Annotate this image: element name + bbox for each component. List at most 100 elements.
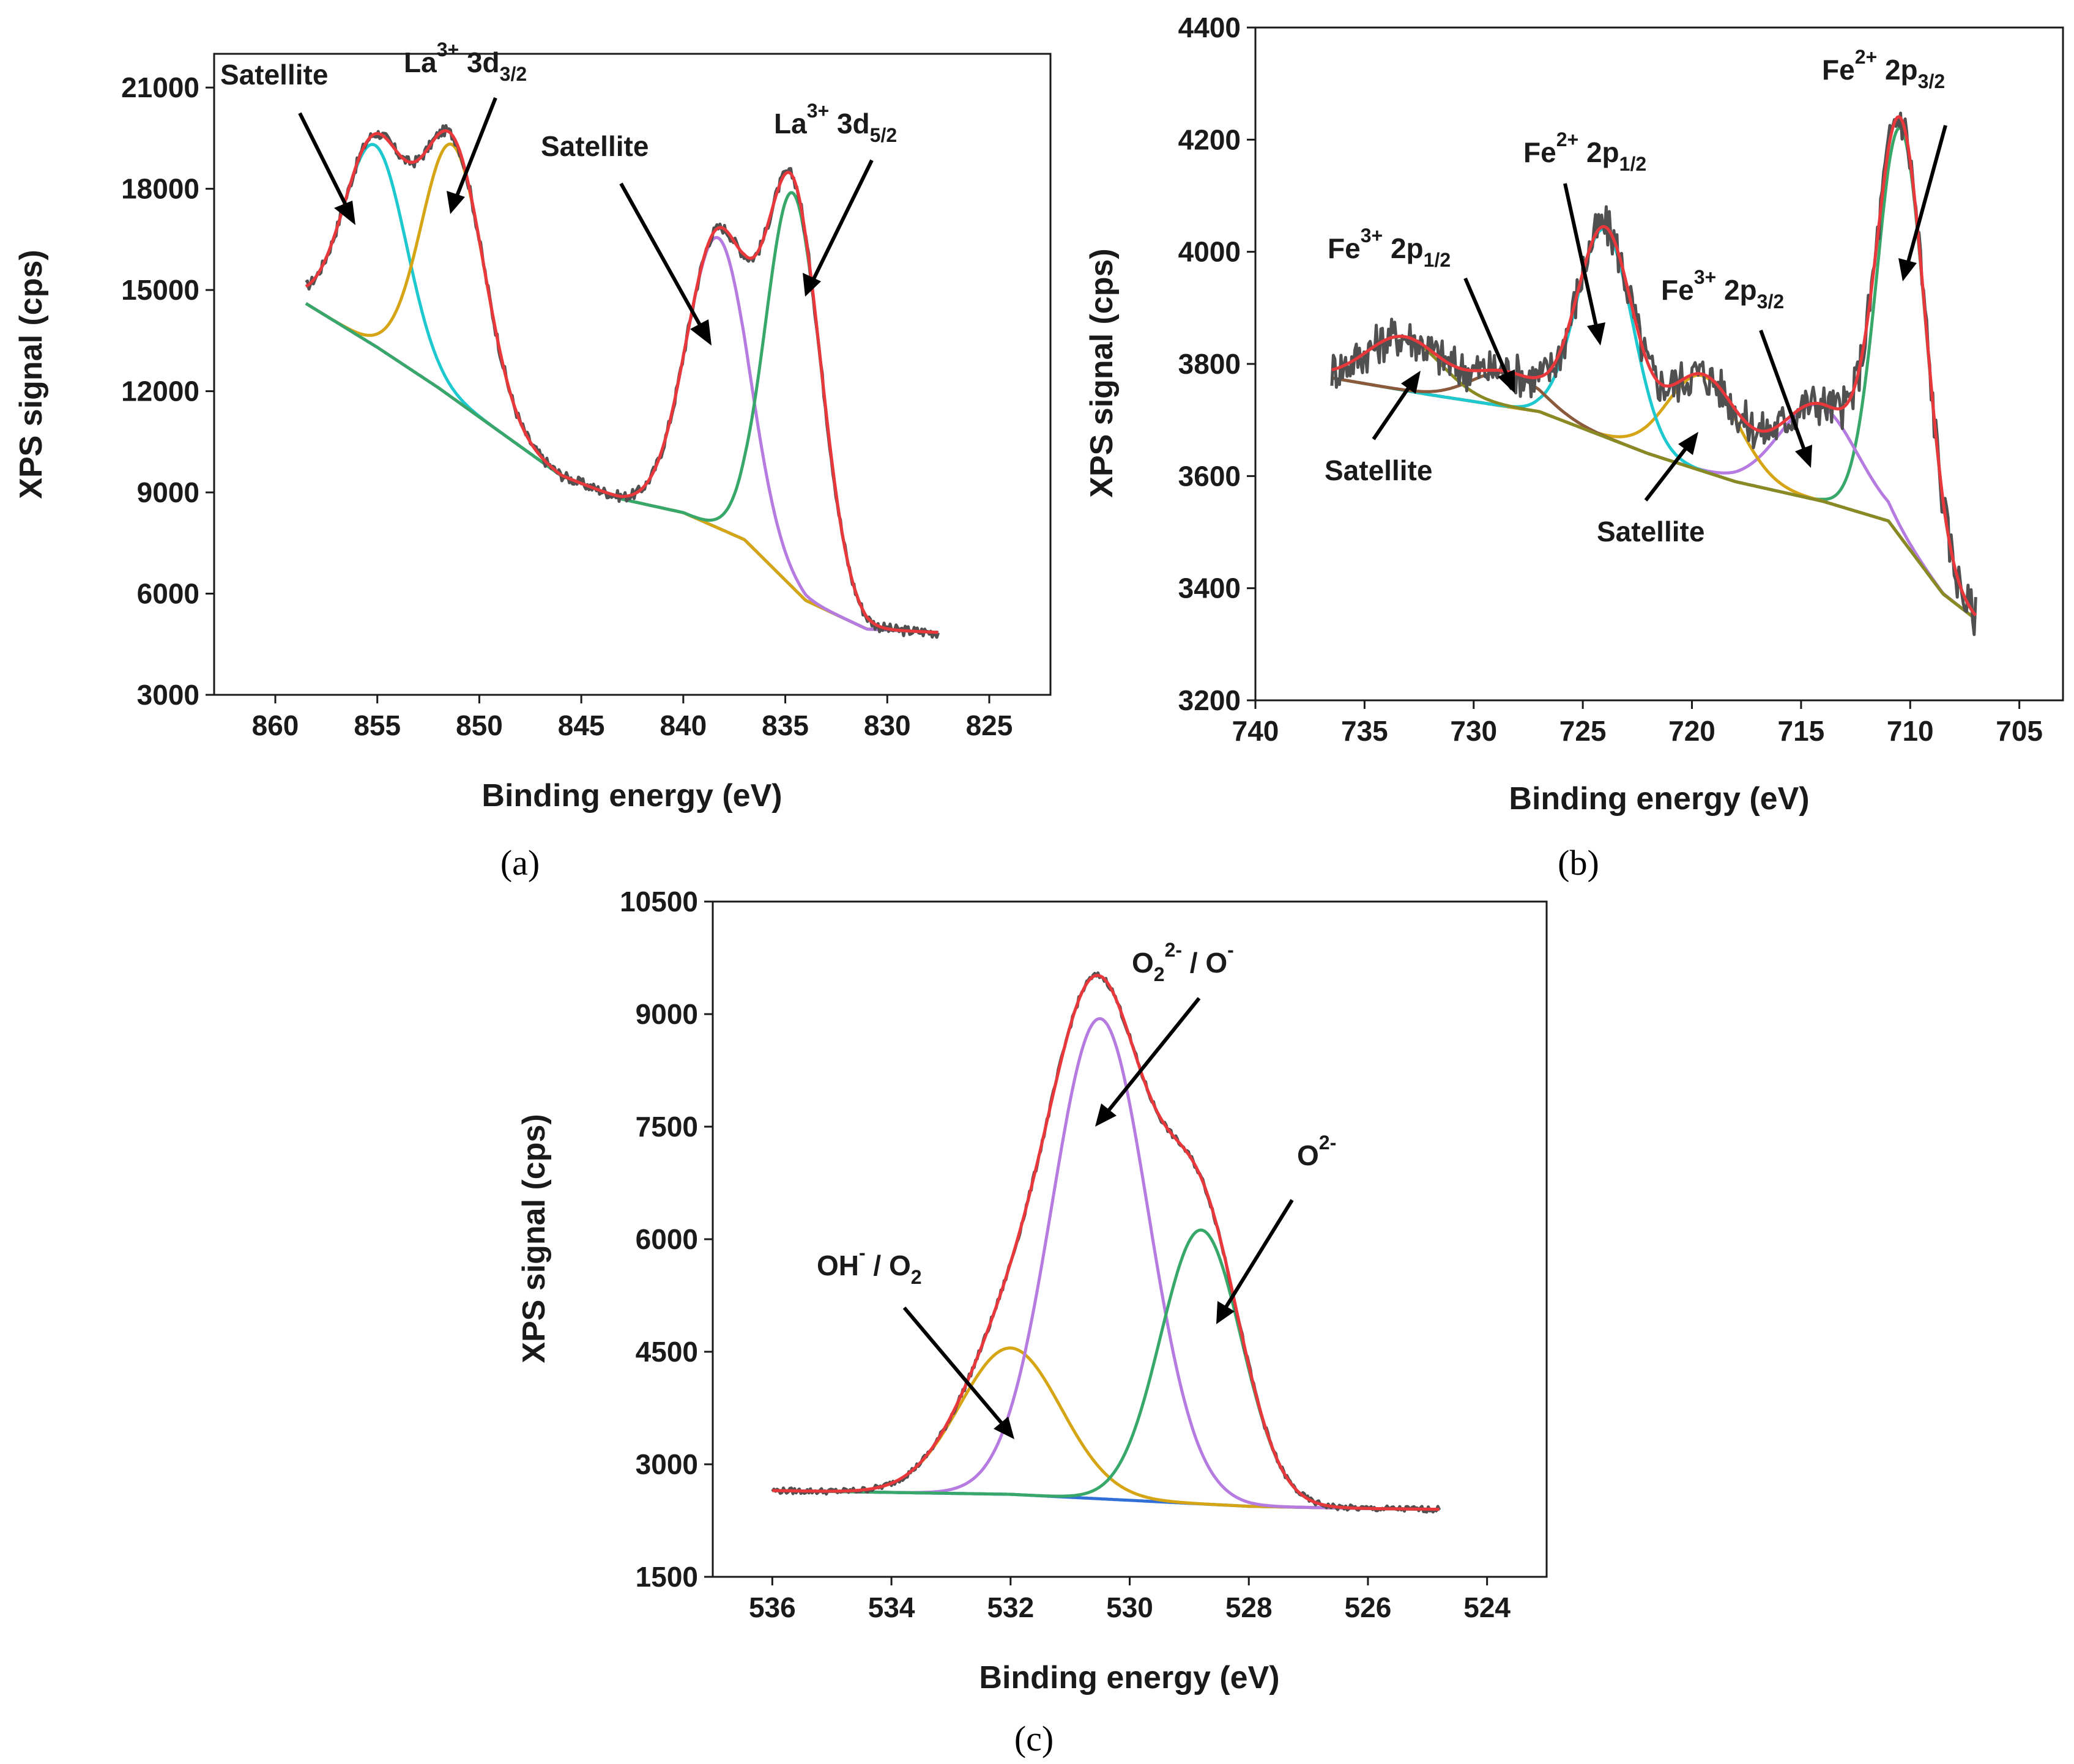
- panel-b-plot-frame: [1254, 26, 2064, 702]
- panel-b-arrow-3: [1463, 277, 1510, 379]
- panel-c-experimental-line: [771, 971, 1441, 1514]
- panel-b-annotation-satellite-1: Satellite: [1325, 454, 1432, 486]
- panel-c-ytick-label-4: 7500: [636, 1111, 698, 1143]
- panel-b-label: (b): [1558, 843, 1599, 883]
- panel-b-arrowhead-1: [1898, 258, 1917, 281]
- panel-c-arrowhead-1: [1095, 1103, 1117, 1127]
- panel-a-x-axis-title: Binding energy (eV): [481, 778, 782, 813]
- panel-b-arrowhead-6: [1678, 432, 1698, 455]
- panel-a-ytick-label-2: 9000: [137, 476, 199, 508]
- panel-c-xtick-label-6: 524: [1463, 1592, 1511, 1623]
- panel-c-annotation-o22-o: O22- / O-: [1132, 939, 1234, 985]
- panel-b-ytick-label-1: 3400: [1178, 573, 1241, 604]
- panel-c-xtick-label-1: 534: [868, 1592, 915, 1623]
- panel-b-arrowhead-4: [1795, 445, 1812, 468]
- panel-b-arrow-5: [1372, 384, 1412, 440]
- panel-c-arrow-3: [902, 1306, 1005, 1426]
- panel-c-curves: [771, 971, 1441, 1514]
- panel-a-xtick-label-1: 855: [354, 710, 401, 741]
- panel-a-arrowhead-4: [803, 273, 821, 297]
- panel-b-ytick-label-5: 4200: [1178, 124, 1241, 155]
- panel-b: 740 735 730 725 720 715 710 705 3200 3400 3600 3800…: [1084, 12, 2064, 883]
- panel-b-arrowhead-2: [1587, 322, 1605, 346]
- panel-a-annotation-la-3d32: La3+ 3d3/2: [404, 39, 527, 85]
- panel-c-xtick-label-2: 532: [987, 1592, 1034, 1623]
- panel-b-xtick-label-7: 705: [1996, 715, 2043, 747]
- panel-c-arrow-1: [1106, 997, 1201, 1113]
- panel-b-annotation-fe2-2p32: Fe2+ 2p3/2: [1822, 46, 1945, 92]
- panel-b-ytick-label-3: 3800: [1178, 348, 1241, 380]
- panel-c-arrowhead-2: [1216, 1301, 1235, 1324]
- panel-c-ytick-label-6: 10500: [620, 886, 698, 917]
- panel-b-arrow-4: [1759, 329, 1807, 453]
- panel-c-ticks: 536 534 532 530 528 526 524 1500 3000 4500 6000 750…: [620, 886, 1511, 1623]
- panel-a-xtick-label-2: 850: [456, 710, 503, 741]
- panel-a-arrow-4: [811, 159, 874, 283]
- panel-c-xtick-label-4: 528: [1225, 1592, 1273, 1623]
- panel-c-annotation-o2: O2-: [1297, 1132, 1336, 1171]
- panel-c-plot-frame: [712, 900, 1548, 1578]
- panel-b-arrow-6: [1644, 445, 1689, 502]
- panel-a-xtick-label-3: 845: [558, 710, 605, 741]
- panel-c-ytick-label-2: 4500: [636, 1336, 698, 1368]
- panel-c-arrowhead-3: [994, 1417, 1014, 1439]
- panel-a-xtick-label-5: 835: [762, 710, 809, 741]
- panel-a-annotation-satellite-1: Satellite: [220, 59, 328, 91]
- panel-a-arrow-1: [298, 112, 351, 212]
- panel-a-xtick-label-0: 860: [252, 710, 299, 741]
- panel-a-xtick-label-4: 840: [660, 710, 707, 741]
- panel-b-xtick-label-5: 715: [1778, 715, 1825, 747]
- panel-a-ytick-label-0: 3000: [137, 679, 199, 711]
- panel-c-xtick-label-5: 526: [1345, 1592, 1392, 1623]
- panel-c-y-axis-title: XPS signal (cps): [516, 1114, 552, 1363]
- panel-b-xtick-label-2: 730: [1450, 715, 1497, 747]
- panel-b-x-axis-title: Binding energy (eV): [1509, 781, 1809, 817]
- panel-a-arrowhead-1: [334, 201, 355, 225]
- panel-a-ytick-label-5: 18000: [121, 173, 199, 205]
- panel-a-experimental-line: [305, 124, 940, 639]
- panel-c-ytick-label-3: 6000: [636, 1223, 698, 1255]
- panel-a-label: (a): [500, 843, 540, 883]
- panel-b-xtick-label-1: 735: [1341, 715, 1388, 747]
- panel-c-annotation-oh-o2: OH- / O2: [817, 1242, 922, 1288]
- panel-c-peak-0: [772, 1346, 1440, 1511]
- panel-c-x-axis-title: Binding energy (eV): [979, 1660, 1279, 1695]
- panel-b-ytick-label-0: 3200: [1178, 684, 1241, 716]
- panel-a-plot-frame: [213, 53, 1052, 696]
- panel-a-xtick-label-7: 825: [966, 710, 1013, 741]
- panel-b-curves: [1330, 111, 1977, 636]
- panel-b-envelope-line: [1331, 115, 1977, 617]
- panel-b-xtick-label-6: 710: [1887, 715, 1934, 747]
- panel-c-label: (c): [1014, 1719, 1054, 1758]
- panel-a-arrow-3: [619, 182, 705, 333]
- panel-b-arrow-2: [1563, 183, 1599, 330]
- panel-a-xtick-label-6: 830: [864, 710, 911, 741]
- panel-b-xtick-label-4: 720: [1668, 715, 1715, 747]
- panel-b-annotation-satellite-2: Satellite: [1597, 516, 1704, 547]
- panel-c-arrow-2: [1223, 1199, 1294, 1310]
- panel-b-arrowhead-5: [1401, 371, 1421, 394]
- panel-b-ytick-label-4: 4000: [1178, 236, 1241, 268]
- panel-c-envelope-line: [772, 974, 1440, 1511]
- panel-b-arrow-1: [1906, 125, 1947, 265]
- panel-a-peak-3: [305, 191, 939, 634]
- panel-a-y-axis-title: XPS signal (cps): [13, 250, 49, 498]
- panel-a-annotation-satellite-2: Satellite: [541, 130, 649, 162]
- panel-a-annotation-la-3d52: La3+ 3d5/2: [774, 100, 897, 146]
- panel-b-annotation-fe3-2p32: Fe3+ 2p3/2: [1661, 266, 1784, 313]
- panel-c-xtick-label-3: 530: [1106, 1592, 1153, 1623]
- panel-a-ytick-label-3: 12000: [121, 376, 199, 407]
- panel-c-ytick-label-5: 9000: [636, 998, 698, 1030]
- panel-b-peak-3: [1331, 228, 1977, 621]
- panel-b-y-axis-title: XPS signal (cps): [1084, 248, 1120, 497]
- panel-b-annotation-fe2-2p12: Fe2+ 2p1/2: [1523, 128, 1646, 175]
- panel-c-ytick-label-0: 1500: [636, 1561, 698, 1593]
- panel-a-ytick-label-1: 6000: [137, 578, 199, 610]
- panel-a: 860 855 850 845 840 835 830 825 3000 6000 9000 1200…: [13, 39, 1052, 883]
- panel-b-ticks: 740 735 730 725 720 715 710 705 3200 3400 3600 3800…: [1178, 12, 2043, 747]
- panel-c-ytick-label-1: 3000: [636, 1448, 698, 1480]
- panel-a-arrow-2: [454, 97, 497, 200]
- panel-b-ytick-label-6: 4400: [1178, 12, 1241, 43]
- panel-b-xtick-label-3: 725: [1559, 715, 1607, 747]
